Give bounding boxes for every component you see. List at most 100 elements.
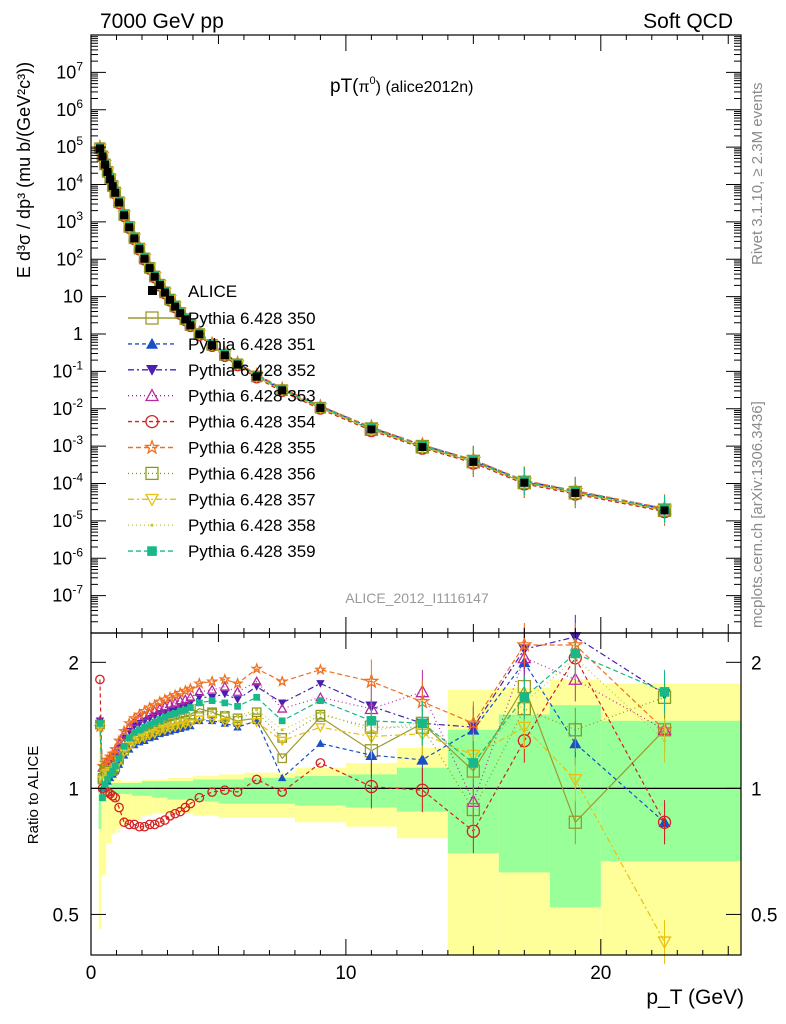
band-green-bin (243, 777, 295, 804)
ratio-point (120, 742, 128, 750)
ratio-point (107, 790, 118, 801)
ratio-point (130, 729, 138, 736)
ratio-point (205, 674, 219, 687)
ratio-point (150, 732, 159, 740)
legend-marker (144, 388, 160, 402)
y-axis-label-top: E d³σ / dp³ (mu b/(GeV²c³)) (14, 62, 34, 278)
y-tick-label: 10-1 (52, 358, 83, 381)
alice-data-point (140, 254, 149, 263)
ratio-point (220, 690, 230, 699)
legend-label: Pythia 6.428 354 (188, 413, 316, 432)
ratio-point (161, 713, 169, 721)
ratio-point (134, 821, 145, 832)
ratio-point (195, 699, 203, 707)
ratio-point (176, 707, 184, 715)
ratio-point (194, 715, 205, 726)
legend-label: Pythia 6.428 358 (188, 516, 316, 535)
ratio-point (568, 672, 583, 685)
ratio-point (169, 723, 181, 733)
legend-label: Pythia 6.428 359 (188, 542, 316, 561)
ratio-point (315, 723, 326, 733)
ratio-point (519, 692, 530, 703)
alice-data-point (252, 372, 261, 381)
legend-marker-alice (148, 286, 157, 295)
plot-title-main: pT( (330, 76, 359, 97)
ratio-point (315, 709, 326, 720)
alice-data-point (130, 234, 139, 243)
band-green-bin (131, 782, 142, 796)
ratio-point (235, 714, 240, 718)
ratio-point (208, 697, 216, 705)
ratio-point (140, 736, 149, 745)
y-tick-label: 1 (73, 324, 83, 344)
ratio-point (251, 707, 262, 718)
alice-data-point (171, 302, 180, 311)
alice-data-point (367, 425, 376, 434)
ratio-point (466, 802, 481, 817)
alice-data-point (418, 442, 427, 451)
x-tick-label: 0 (86, 963, 97, 984)
ratio-point (168, 721, 172, 725)
ratio-point (250, 662, 263, 675)
ratio-series-line (99, 636, 665, 770)
ratio-y-tick-label: 1 (751, 779, 762, 800)
y-tick-label: 103 (56, 209, 83, 232)
alice-data-point (176, 309, 185, 318)
alice-data-point (101, 160, 110, 169)
ratio-point (99, 794, 106, 802)
band-green-bin (600, 720, 741, 862)
y-tick-label: 102 (56, 246, 83, 269)
alice-data-point (278, 386, 287, 395)
ratio-point (132, 736, 136, 740)
legend-label-alice: ALICE (188, 282, 237, 301)
y-tick-label: 10-4 (52, 471, 83, 494)
plot-title-rest: ) (alice2012n) (376, 79, 474, 96)
ratio-point (251, 675, 262, 686)
main-series-line (99, 146, 665, 510)
ratio-point (278, 717, 286, 725)
ratio-point (568, 723, 582, 737)
legend-label: Pythia 6.428 355 (188, 439, 316, 458)
ratio-point (165, 810, 175, 821)
alice-data-point (155, 280, 164, 289)
ratio-point (95, 674, 105, 685)
ratio-point (219, 718, 231, 728)
ratio-point (316, 680, 325, 688)
alice-data-point (106, 175, 115, 184)
y-tick-label: 104 (56, 172, 83, 195)
header-left: 7000 GeV pp (100, 10, 224, 33)
ratio-point (146, 721, 153, 728)
legend-label: Pythia 6.428 353 (188, 387, 316, 406)
alice-data-point (316, 403, 325, 412)
x-tick-label: 20 (590, 963, 611, 984)
ratio-point (197, 710, 201, 714)
ratio-point (233, 696, 242, 704)
alice-data-point (181, 315, 190, 324)
ratio-point (657, 936, 672, 950)
ratio-point (363, 672, 380, 689)
ratio-point (171, 710, 179, 717)
ratio-point (207, 716, 217, 725)
y-tick-label: 10-5 (52, 508, 83, 531)
band-yellow-bin (101, 767, 107, 876)
legend-marker (150, 523, 154, 527)
band-green-bin (192, 779, 219, 802)
ratio-point (232, 720, 243, 731)
y-tick-label: 10 (63, 287, 83, 307)
main-series-line (99, 148, 665, 512)
ratio-point (318, 710, 323, 714)
alice-data-point (103, 168, 112, 177)
alice-data-point (120, 211, 129, 220)
plot-title: pT(π0) (alice2012n) (330, 75, 474, 97)
ratio-point (210, 709, 214, 713)
ratio-point (232, 686, 243, 696)
alice-data-point (160, 288, 169, 297)
ratio-frame (90, 632, 742, 956)
ratio-point (164, 724, 176, 735)
ratio-point (163, 723, 167, 727)
ratio-point (255, 708, 259, 712)
alice-data-point (469, 457, 478, 466)
legend-label: Pythia 6.428 351 (188, 335, 316, 354)
x-tick-label: 10 (335, 963, 356, 984)
